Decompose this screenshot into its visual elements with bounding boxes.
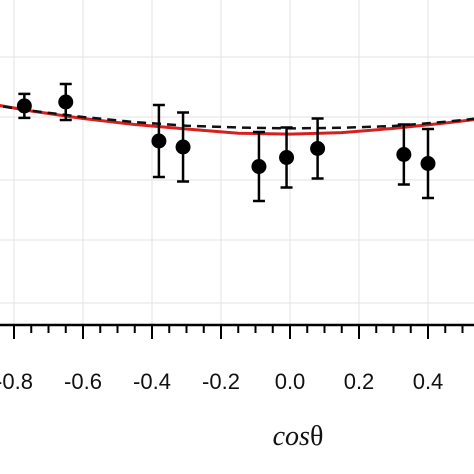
model-curves [0, 104, 474, 136]
x-tick-label: -0.4 [133, 369, 171, 394]
data-point [396, 123, 412, 186]
data-point-marker [279, 150, 295, 165]
x-tick-label: -0.2 [202, 369, 240, 394]
x-axis-label: cosθ [273, 421, 324, 452]
data-point [175, 111, 191, 183]
data-point-marker [310, 141, 326, 156]
x-axis-ticks [13, 325, 464, 339]
data-point-marker [251, 159, 267, 174]
data-point [420, 127, 436, 200]
data-point [279, 126, 295, 189]
x-tick-label: 0.2 [344, 369, 375, 394]
data-point-marker [151, 133, 167, 149]
x-tick-label: -0.6 [64, 369, 102, 394]
x-tick-label: 0.4 [413, 369, 444, 394]
data-point-marker [396, 147, 412, 162]
data-point [251, 130, 267, 203]
x-axis-tick-labels: -0.8 -0.6 -0.4 -0.2 0.0 0.2 0.4 [0, 369, 443, 394]
data-point [16, 92, 32, 120]
data-point [151, 103, 167, 179]
data-point-marker [58, 94, 74, 110]
dashed-model-curve [0, 104, 474, 130]
data-point [58, 82, 74, 122]
x-tick-label: -0.8 [0, 369, 33, 394]
data-points [16, 82, 436, 203]
data-point-marker [16, 98, 32, 114]
data-point-marker [420, 156, 436, 171]
x-axis-label-symbol: θ [310, 421, 323, 452]
data-point-marker [175, 139, 191, 155]
x-tick-label: 0.0 [275, 369, 306, 394]
x-axis-label-main: cos [273, 421, 310, 452]
data-point [310, 117, 326, 180]
